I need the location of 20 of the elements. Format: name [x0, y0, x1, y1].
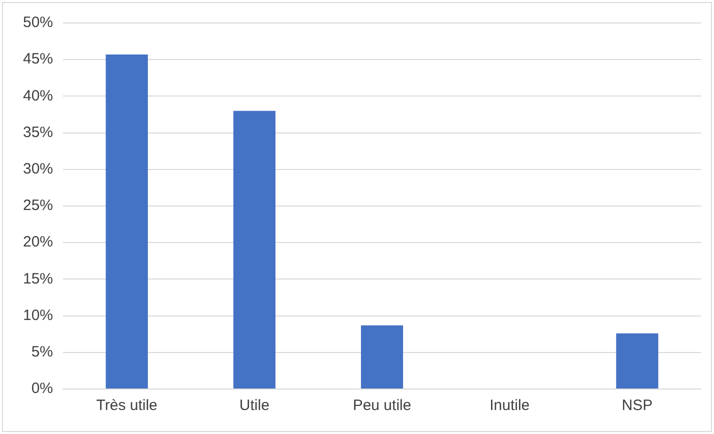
y-tick-label: 30%: [22, 160, 54, 178]
y-tick-label: 15%: [22, 270, 54, 288]
y-tick-label: 10%: [22, 306, 54, 324]
y-tick-label: 50%: [22, 14, 54, 32]
x-tick-label: Très utile: [96, 397, 158, 414]
y-tick-label: 0%: [31, 380, 54, 398]
y-tick-label: 45%: [22, 50, 54, 68]
y-tick-label: 20%: [22, 234, 54, 251]
x-tick-label: Inutile: [490, 397, 530, 414]
bar: [616, 333, 658, 388]
y-tick-label: 35%: [22, 124, 54, 141]
x-tick-label: NSP: [622, 397, 653, 414]
x-tick-label: Peu utile: [352, 397, 412, 414]
y-tick-label: 5%: [31, 344, 54, 361]
y-tick-label: 25%: [22, 197, 54, 214]
bar: [233, 110, 276, 388]
x-tick-label: Utile: [239, 397, 270, 414]
bar: [360, 325, 404, 388]
bar: [106, 54, 148, 388]
y-tick-label: 40%: [22, 87, 54, 104]
